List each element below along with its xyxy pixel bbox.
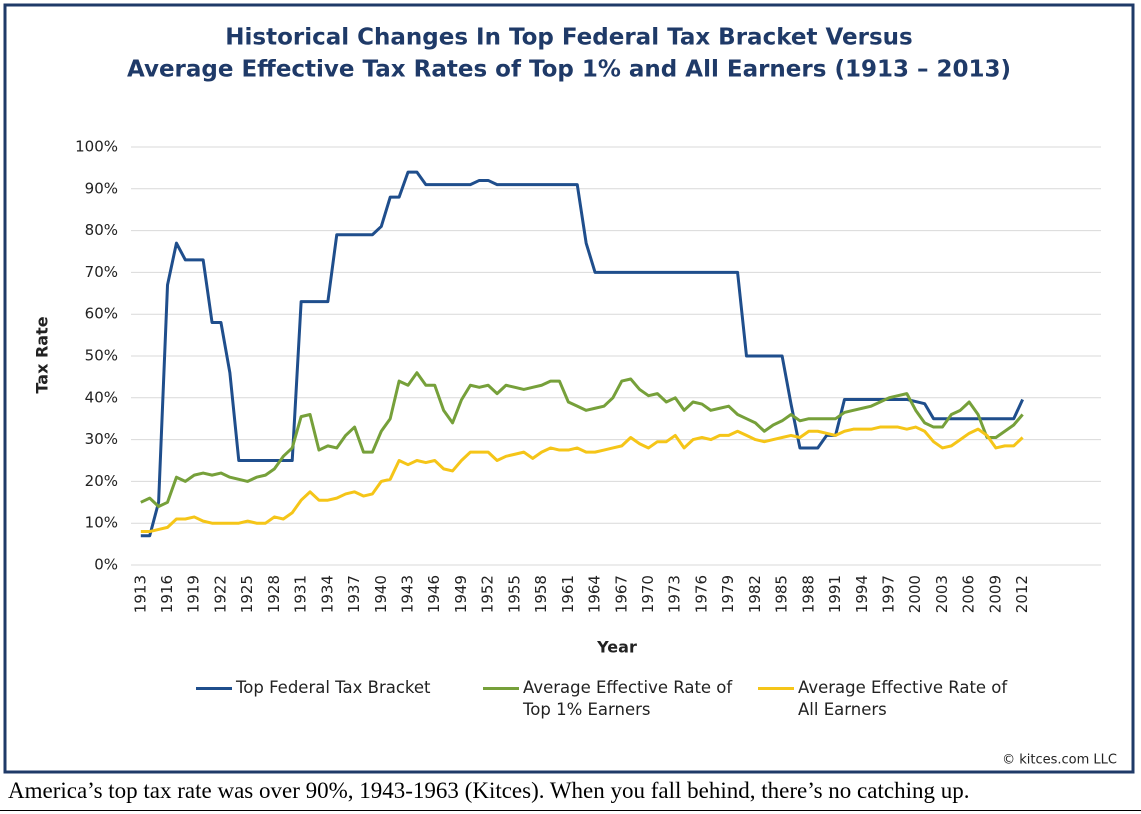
x-tick-label: 1931: [292, 575, 310, 613]
credit: © kitces.com LLC: [1002, 753, 1117, 768]
y-tick-label: 0%: [94, 556, 118, 574]
series-line: [140, 425, 1024, 534]
y-tick-label: 90%: [85, 179, 118, 197]
legend-item: Average Effective Rate of Top 1% Earners: [483, 677, 733, 721]
chart-border: [3, 3, 1135, 774]
y-axis-title: Tax Rate: [33, 316, 52, 393]
x-tick-label: 1994: [853, 575, 871, 613]
x-tick-label: 1913: [131, 575, 149, 613]
x-tick-label: 1922: [211, 575, 229, 613]
y-tick-label: 80%: [85, 221, 118, 239]
x-tick-label: 1973: [666, 575, 684, 613]
y-tick-label: 40%: [85, 388, 118, 406]
x-tick-label: 1961: [559, 575, 577, 613]
y-tick-label: 30%: [85, 430, 118, 448]
x-tick-label: 1919: [185, 575, 203, 613]
y-tick-label: 60%: [85, 305, 118, 323]
x-tick-label: 1928: [265, 575, 283, 613]
y-tick-label: 20%: [85, 472, 118, 490]
x-tick-label: 1949: [452, 575, 470, 613]
legend-item: Top Federal Tax Bracket: [196, 677, 446, 699]
x-tick-label: 1979: [719, 575, 737, 613]
y-tick-label: 70%: [85, 263, 118, 281]
x-tick-label: 1916: [158, 575, 176, 613]
x-tick-label: 1943: [399, 575, 417, 613]
x-tick-label: 1967: [612, 575, 630, 613]
x-tick-label: 2006: [960, 575, 978, 613]
x-tick-label: 1976: [692, 575, 710, 613]
chart-title: Historical Changes In Top Federal Tax Br…: [225, 25, 912, 51]
caption-rule: [0, 810, 1141, 811]
x-tick-label: 1970: [639, 575, 657, 613]
legend-swatch: [758, 687, 794, 690]
series-line: [140, 371, 1024, 508]
y-tick-label: 50%: [85, 347, 118, 365]
x-tick-label: 1964: [586, 575, 604, 613]
x-tick-label: 1991: [826, 575, 844, 613]
legend-label: Average Effective Rate of All Earners: [798, 678, 1008, 719]
y-tick-label: 10%: [85, 514, 118, 532]
caption: America’s top tax rate was over 90%, 194…: [8, 778, 970, 803]
x-tick-label: 1985: [773, 575, 791, 613]
x-tick-label: 1958: [532, 575, 550, 613]
x-tick-label: 1946: [425, 575, 443, 613]
x-tick-label: 1934: [318, 575, 336, 613]
x-tick-label: 2009: [986, 575, 1004, 613]
x-tick-label: 1955: [505, 575, 523, 613]
x-tick-label: 1925: [238, 575, 256, 613]
x-tick-label: 2012: [1013, 575, 1031, 613]
x-tick-label: 2003: [933, 575, 951, 613]
series-line: [140, 170, 1024, 538]
legend-swatch: [483, 687, 519, 690]
x-tick-label: 1982: [746, 575, 764, 613]
legend-swatch: [196, 687, 232, 690]
legend-label: Top Federal Tax Bracket: [236, 678, 431, 697]
x-tick-label: 1940: [372, 575, 390, 613]
x-axis-title: Year: [596, 638, 637, 657]
y-tick-label: 100%: [75, 138, 118, 156]
x-tick-label: 1988: [799, 575, 817, 613]
legend-item: Average Effective Rate of All Earners: [758, 677, 1008, 721]
x-tick-label: 2000: [906, 575, 924, 613]
chart-title: Average Effective Tax Rates of Top 1% an…: [127, 57, 1011, 83]
x-tick-label: 1937: [345, 575, 363, 613]
chart: Historical Changes In Top Federal Tax Br…: [3, 3, 1135, 774]
legend-label: Average Effective Rate of Top 1% Earners: [523, 678, 733, 719]
x-tick-label: 1997: [880, 575, 898, 613]
x-tick-label: 1952: [479, 575, 497, 613]
